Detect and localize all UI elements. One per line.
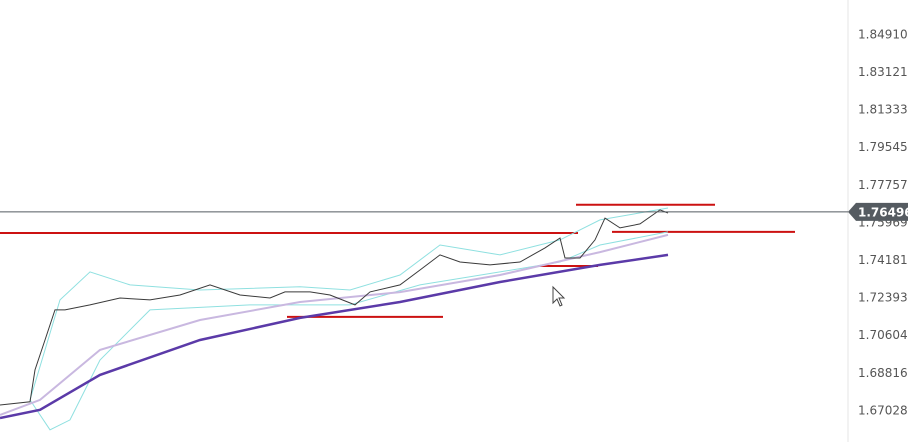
y-tick-label: 1.77757: [858, 178, 908, 192]
y-tick-label: 1.67028: [858, 403, 908, 417]
y-tick-label: 1.81333: [858, 103, 908, 117]
last-price-label: 1.76496: [858, 205, 913, 219]
series-line: [0, 233, 669, 416]
y-tick-label: 1.83121: [858, 65, 908, 79]
y-tick-label: 1.68816: [858, 366, 908, 380]
series-line: [0, 209, 669, 406]
series-line: [0, 253, 669, 420]
y-tick-label: 1.74181: [858, 253, 908, 267]
y-tick-label: 1.70604: [858, 328, 908, 342]
series-line: [29, 207, 669, 401]
series-line: [29, 231, 669, 431]
y-tick-label: 1.79545: [858, 140, 908, 154]
last-price-tag: [848, 202, 908, 221]
y-tick-label: 1.72393: [858, 291, 908, 305]
y-tick-label: 1.84910: [858, 27, 908, 41]
mouse-cursor: [552, 285, 566, 307]
